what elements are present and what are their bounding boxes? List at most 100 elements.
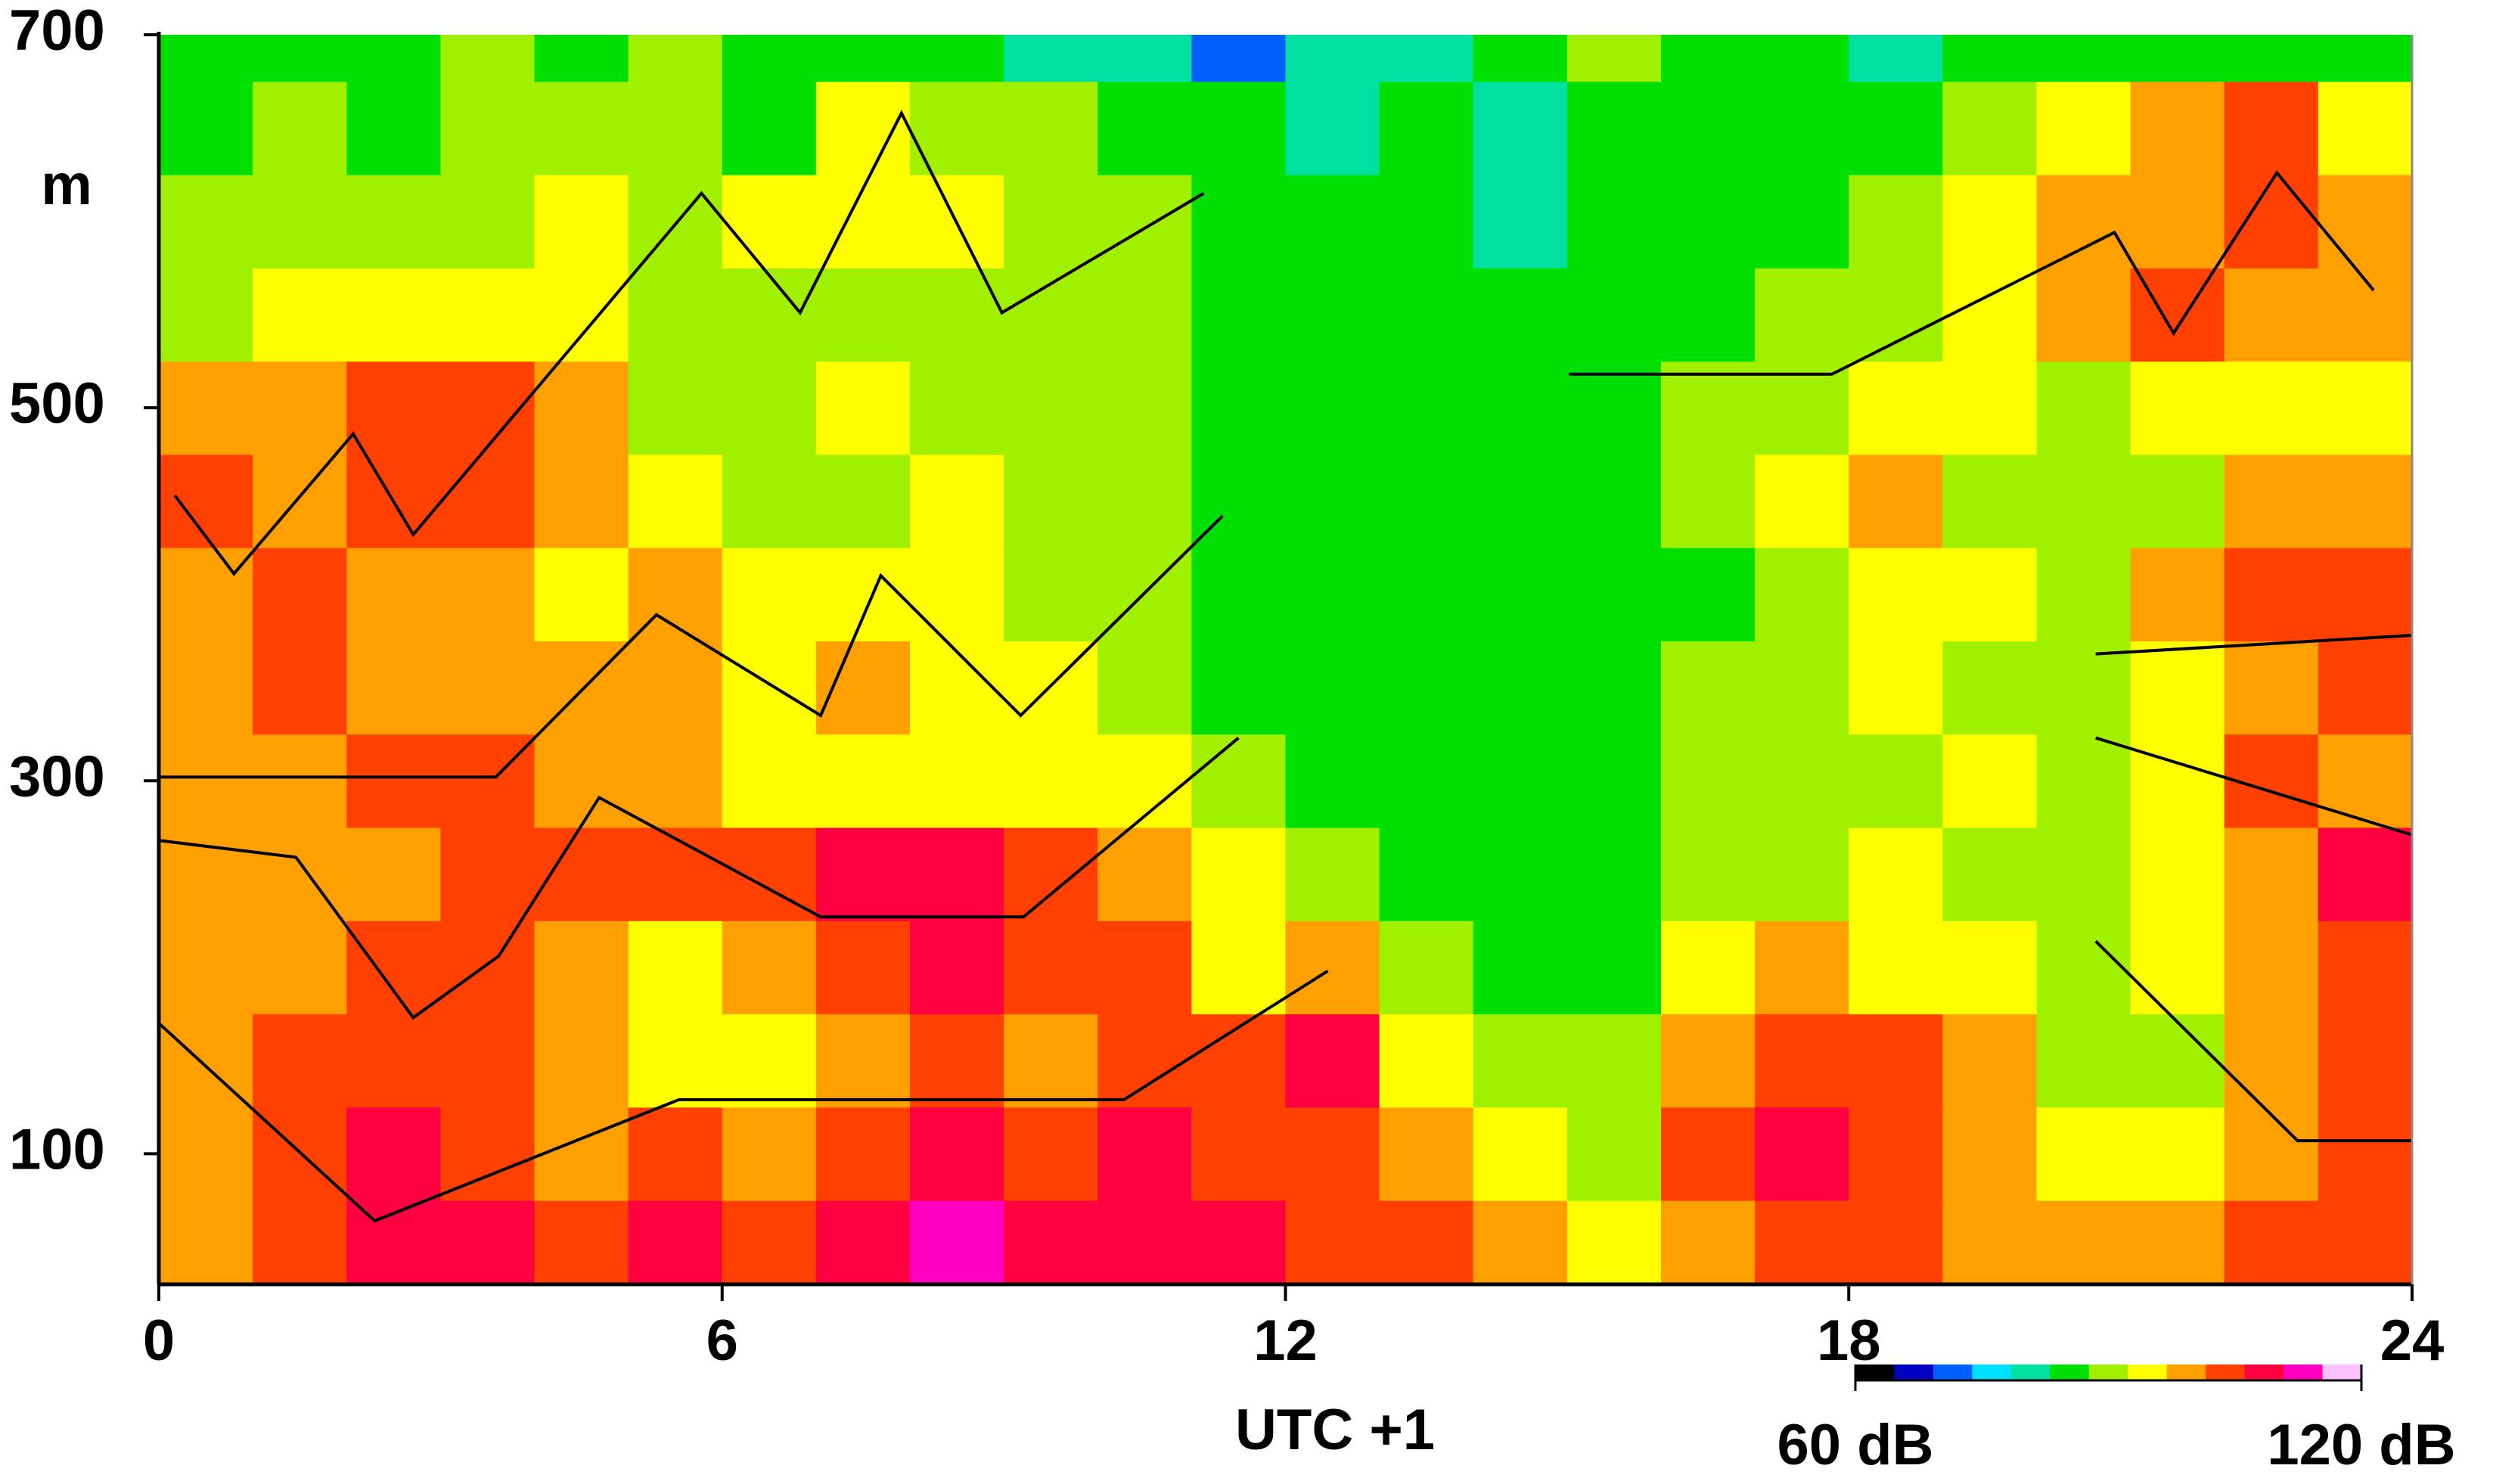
heatmap-cell bbox=[1285, 1014, 1380, 1108]
colorbar-swatch bbox=[2010, 1364, 2051, 1380]
heatmap-cell bbox=[1191, 361, 1287, 455]
heatmap-cell bbox=[2224, 641, 2319, 735]
heatmap-cell bbox=[2036, 361, 2131, 455]
colorbar-tick-label: 60 dB bbox=[1777, 1413, 1934, 1477]
heatmap-cell bbox=[1755, 174, 1849, 269]
heatmap-cell bbox=[253, 641, 347, 735]
heatmap-cell bbox=[815, 268, 911, 362]
heatmap-cell bbox=[1566, 1014, 1662, 1108]
colorbar-swatch bbox=[2050, 1364, 2090, 1380]
heatmap-cell bbox=[253, 361, 347, 455]
heatmap-cell bbox=[910, 548, 1004, 641]
heatmap-cell bbox=[346, 921, 441, 1015]
heatmap-cell bbox=[440, 1014, 536, 1108]
x-tick-label: 12 bbox=[1253, 1309, 1318, 1373]
heatmap-cell bbox=[2318, 1014, 2413, 1108]
heatmap-cell bbox=[1097, 35, 1192, 82]
heatmap-cell bbox=[2130, 361, 2225, 455]
heatmap-cell bbox=[815, 734, 911, 828]
heatmap-cell bbox=[628, 454, 723, 548]
heatmap-cell bbox=[534, 361, 629, 455]
y-tick-label: 100 bbox=[9, 1117, 105, 1181]
heatmap-cell bbox=[2224, 454, 2319, 548]
heatmap-cell bbox=[1379, 174, 1474, 269]
heatmap-cell bbox=[910, 641, 1004, 735]
heatmap-cell bbox=[815, 1014, 911, 1108]
heatmap-cell bbox=[1566, 174, 1662, 269]
heatmap-cell bbox=[1191, 1107, 1287, 1201]
heatmap-cell bbox=[2318, 268, 2413, 362]
heatmap-cell bbox=[253, 1200, 347, 1285]
heatmap-cell bbox=[628, 921, 723, 1015]
heatmap-cell bbox=[2224, 548, 2319, 641]
heatmap-cell bbox=[628, 35, 723, 82]
heatmap-cell bbox=[1566, 641, 1662, 735]
heatmap-cell bbox=[1661, 548, 1756, 641]
heatmap-cell bbox=[2224, 921, 2319, 1015]
heatmap-cell bbox=[2036, 35, 2131, 82]
heatmap-cell bbox=[440, 921, 536, 1015]
colorbar-swatch bbox=[1972, 1364, 2012, 1380]
heatmap-cell bbox=[440, 81, 536, 175]
heatmap-cell bbox=[440, 734, 536, 828]
heatmap-cell bbox=[2318, 81, 2413, 175]
heatmap-cell bbox=[1004, 1107, 1098, 1201]
heatmap-cell bbox=[722, 921, 817, 1015]
heatmap-cell bbox=[1191, 1014, 1287, 1108]
heatmap-cell bbox=[1379, 641, 1474, 735]
heatmap-cell bbox=[1473, 35, 1568, 82]
heatmap-cell bbox=[1285, 641, 1380, 735]
heatmap-cell bbox=[2318, 1200, 2413, 1285]
heatmap-cell bbox=[346, 641, 441, 735]
heatmap-cell bbox=[346, 268, 441, 362]
heatmap-cell bbox=[1097, 641, 1192, 735]
heatmap-cell bbox=[159, 361, 253, 455]
layer-line bbox=[158, 737, 1240, 1020]
heatmap-cell bbox=[1849, 641, 1943, 735]
heatmap-cell bbox=[1004, 734, 1098, 828]
heatmap-cell bbox=[2224, 1107, 2319, 1201]
heatmap-cell bbox=[2130, 548, 2225, 641]
heatmap-cell bbox=[1191, 81, 1287, 175]
heatmap-cell bbox=[1097, 1200, 1192, 1285]
heatmap-cell bbox=[1755, 921, 1849, 1015]
heatmap-cell bbox=[1379, 827, 1474, 921]
heatmap-cell bbox=[1755, 641, 1849, 735]
heatmap-cell bbox=[1755, 35, 1849, 82]
heatmap-cell bbox=[2036, 734, 2131, 828]
heatmap-cell bbox=[1285, 454, 1380, 548]
heatmap-cell bbox=[440, 827, 536, 921]
heatmap-cell bbox=[1473, 361, 1568, 455]
heatmap-cell bbox=[815, 548, 911, 641]
heatmap-cell bbox=[1473, 174, 1568, 269]
heatmap-cell bbox=[1942, 1107, 2038, 1201]
heatmap-cell bbox=[253, 268, 347, 362]
heatmap-cell bbox=[1942, 548, 2038, 641]
heatmap-cell bbox=[628, 827, 723, 921]
heatmap-cell bbox=[1942, 641, 2038, 735]
heatmap-cell bbox=[1191, 174, 1287, 269]
x-tick-label: 18 bbox=[1817, 1309, 1881, 1373]
colorbar-swatch bbox=[2322, 1364, 2362, 1380]
heatmap-cell bbox=[722, 174, 817, 269]
heatmap-cell bbox=[2036, 268, 2131, 362]
heatmap-cell bbox=[1849, 1107, 1943, 1201]
heatmap-cell bbox=[1566, 268, 1662, 362]
y-tick-label: 500 bbox=[9, 371, 105, 436]
heatmap-cell bbox=[910, 454, 1004, 548]
heatmap-cell bbox=[2130, 1200, 2225, 1285]
heatmap-cell bbox=[1661, 454, 1756, 548]
heatmap-cell bbox=[1004, 361, 1098, 455]
heatmap-cell bbox=[1849, 81, 1943, 175]
heatmap-cell bbox=[1473, 734, 1568, 828]
heatmap-cell bbox=[1566, 454, 1662, 548]
heatmap-cell bbox=[253, 548, 347, 641]
heatmap-cell bbox=[1661, 81, 1756, 175]
heatmap-cell bbox=[1379, 268, 1474, 362]
layer-line bbox=[2095, 736, 2413, 837]
heatmap-cell bbox=[253, 174, 347, 269]
colorbar-swatch bbox=[1933, 1364, 1973, 1380]
heatmap-cell bbox=[1004, 1200, 1098, 1285]
heatmap-cell bbox=[159, 641, 253, 735]
heatmap-cell bbox=[1849, 454, 1943, 548]
